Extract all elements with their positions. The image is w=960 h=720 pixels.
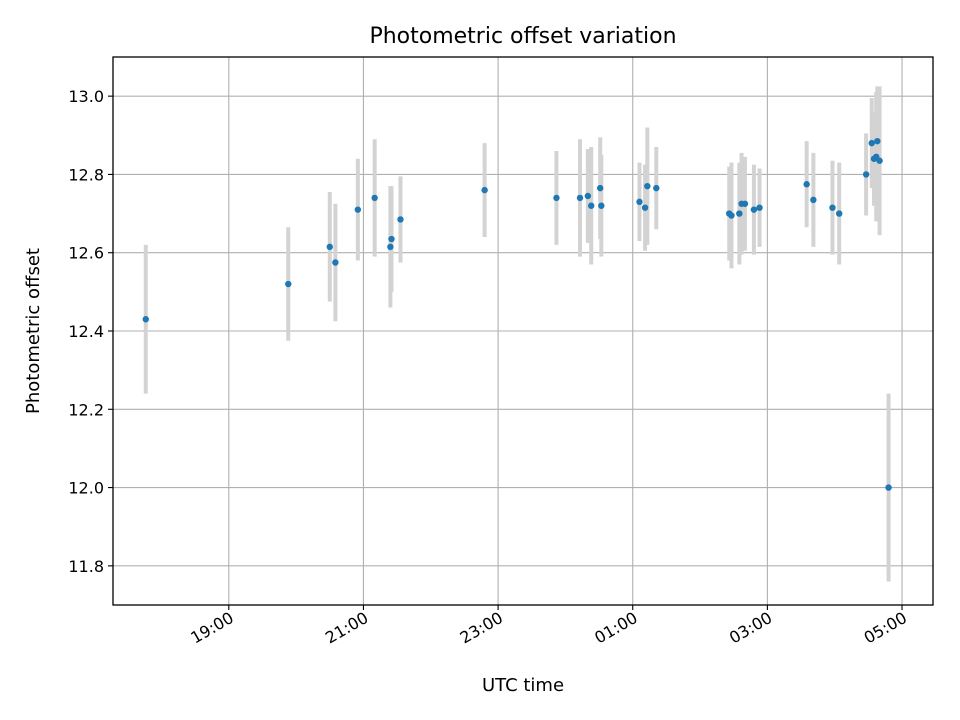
y-tick-label: 12.8 bbox=[68, 165, 104, 184]
data-point bbox=[285, 280, 292, 288]
data-point bbox=[388, 235, 395, 243]
y-tick-label: 11.8 bbox=[68, 557, 104, 576]
data-point bbox=[810, 196, 817, 204]
chart-title: Photometric offset variation bbox=[369, 24, 676, 49]
data-point bbox=[741, 200, 749, 207]
y-axis-label: Photometric offset bbox=[23, 248, 44, 414]
data-point bbox=[326, 243, 333, 251]
data-point bbox=[598, 202, 605, 209]
data-point bbox=[835, 210, 843, 217]
y-tick-label: 13.0 bbox=[68, 87, 104, 106]
data-point bbox=[644, 182, 651, 190]
data-point bbox=[653, 184, 660, 192]
data-point bbox=[596, 184, 604, 192]
x-axis-label: UTC time bbox=[482, 675, 564, 696]
data-point bbox=[636, 198, 643, 206]
data-point bbox=[387, 243, 394, 251]
data-point bbox=[756, 204, 763, 211]
data-point bbox=[728, 212, 735, 219]
y-tick-label: 12.0 bbox=[68, 479, 104, 498]
data-point bbox=[876, 157, 883, 164]
data-point bbox=[332, 259, 339, 266]
data-point bbox=[862, 171, 870, 178]
data-point bbox=[874, 137, 881, 145]
data-points bbox=[142, 137, 892, 491]
data-point bbox=[576, 194, 584, 202]
data-point bbox=[142, 316, 149, 323]
y-tick-label: 12.2 bbox=[68, 400, 104, 419]
data-point bbox=[584, 192, 592, 200]
data-point bbox=[354, 206, 362, 213]
data-point bbox=[868, 139, 875, 147]
data-point bbox=[588, 202, 595, 209]
grid-lines bbox=[113, 57, 933, 605]
data-point bbox=[885, 484, 892, 491]
y-tick-label: 12.6 bbox=[68, 244, 104, 263]
data-point bbox=[641, 204, 649, 211]
data-point bbox=[750, 206, 758, 213]
data-point bbox=[397, 216, 404, 223]
y-tick-label: 12.4 bbox=[68, 322, 104, 341]
data-point bbox=[829, 204, 836, 211]
data-point bbox=[803, 181, 810, 188]
data-point bbox=[553, 194, 560, 202]
data-point bbox=[736, 210, 743, 217]
data-point bbox=[481, 186, 488, 194]
data-point bbox=[371, 194, 378, 202]
